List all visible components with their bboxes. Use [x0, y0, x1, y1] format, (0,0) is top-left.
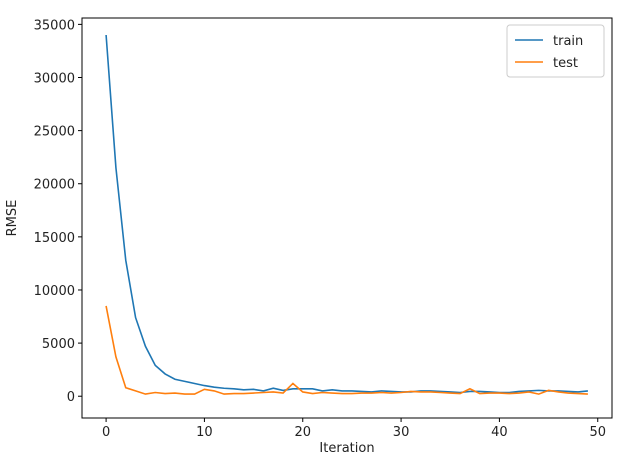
legend-label: test — [553, 56, 578, 71]
plot-frame — [81, 17, 613, 419]
y-tick-label: 25000 — [34, 125, 75, 140]
x-tick-label: 10 — [196, 425, 213, 440]
y-tick-label: 35000 — [34, 18, 75, 33]
line — [105, 305, 588, 395]
x-tick-label: 30 — [393, 425, 410, 440]
legend: train test — [506, 24, 605, 78]
x-tick-label: 20 — [294, 425, 311, 440]
x-tick-label: 50 — [589, 425, 606, 440]
y-axis-label: RMSE — [5, 200, 20, 237]
y-tick-label: 30000 — [34, 71, 75, 86]
line — [105, 34, 588, 394]
x-tick-label: 0 — [102, 425, 110, 440]
y-tick-label: 20000 — [34, 178, 75, 193]
y-tick-label: 5000 — [42, 337, 75, 352]
legend-label: train — [553, 34, 583, 49]
x-axis-label: Iteration — [319, 441, 374, 456]
y-tick-label: 10000 — [34, 284, 75, 299]
y-tick-label: 0 — [67, 390, 75, 405]
y-tick-label: 15000 — [34, 231, 75, 246]
x-tick-label: 40 — [491, 425, 508, 440]
legend-box — [506, 24, 605, 78]
